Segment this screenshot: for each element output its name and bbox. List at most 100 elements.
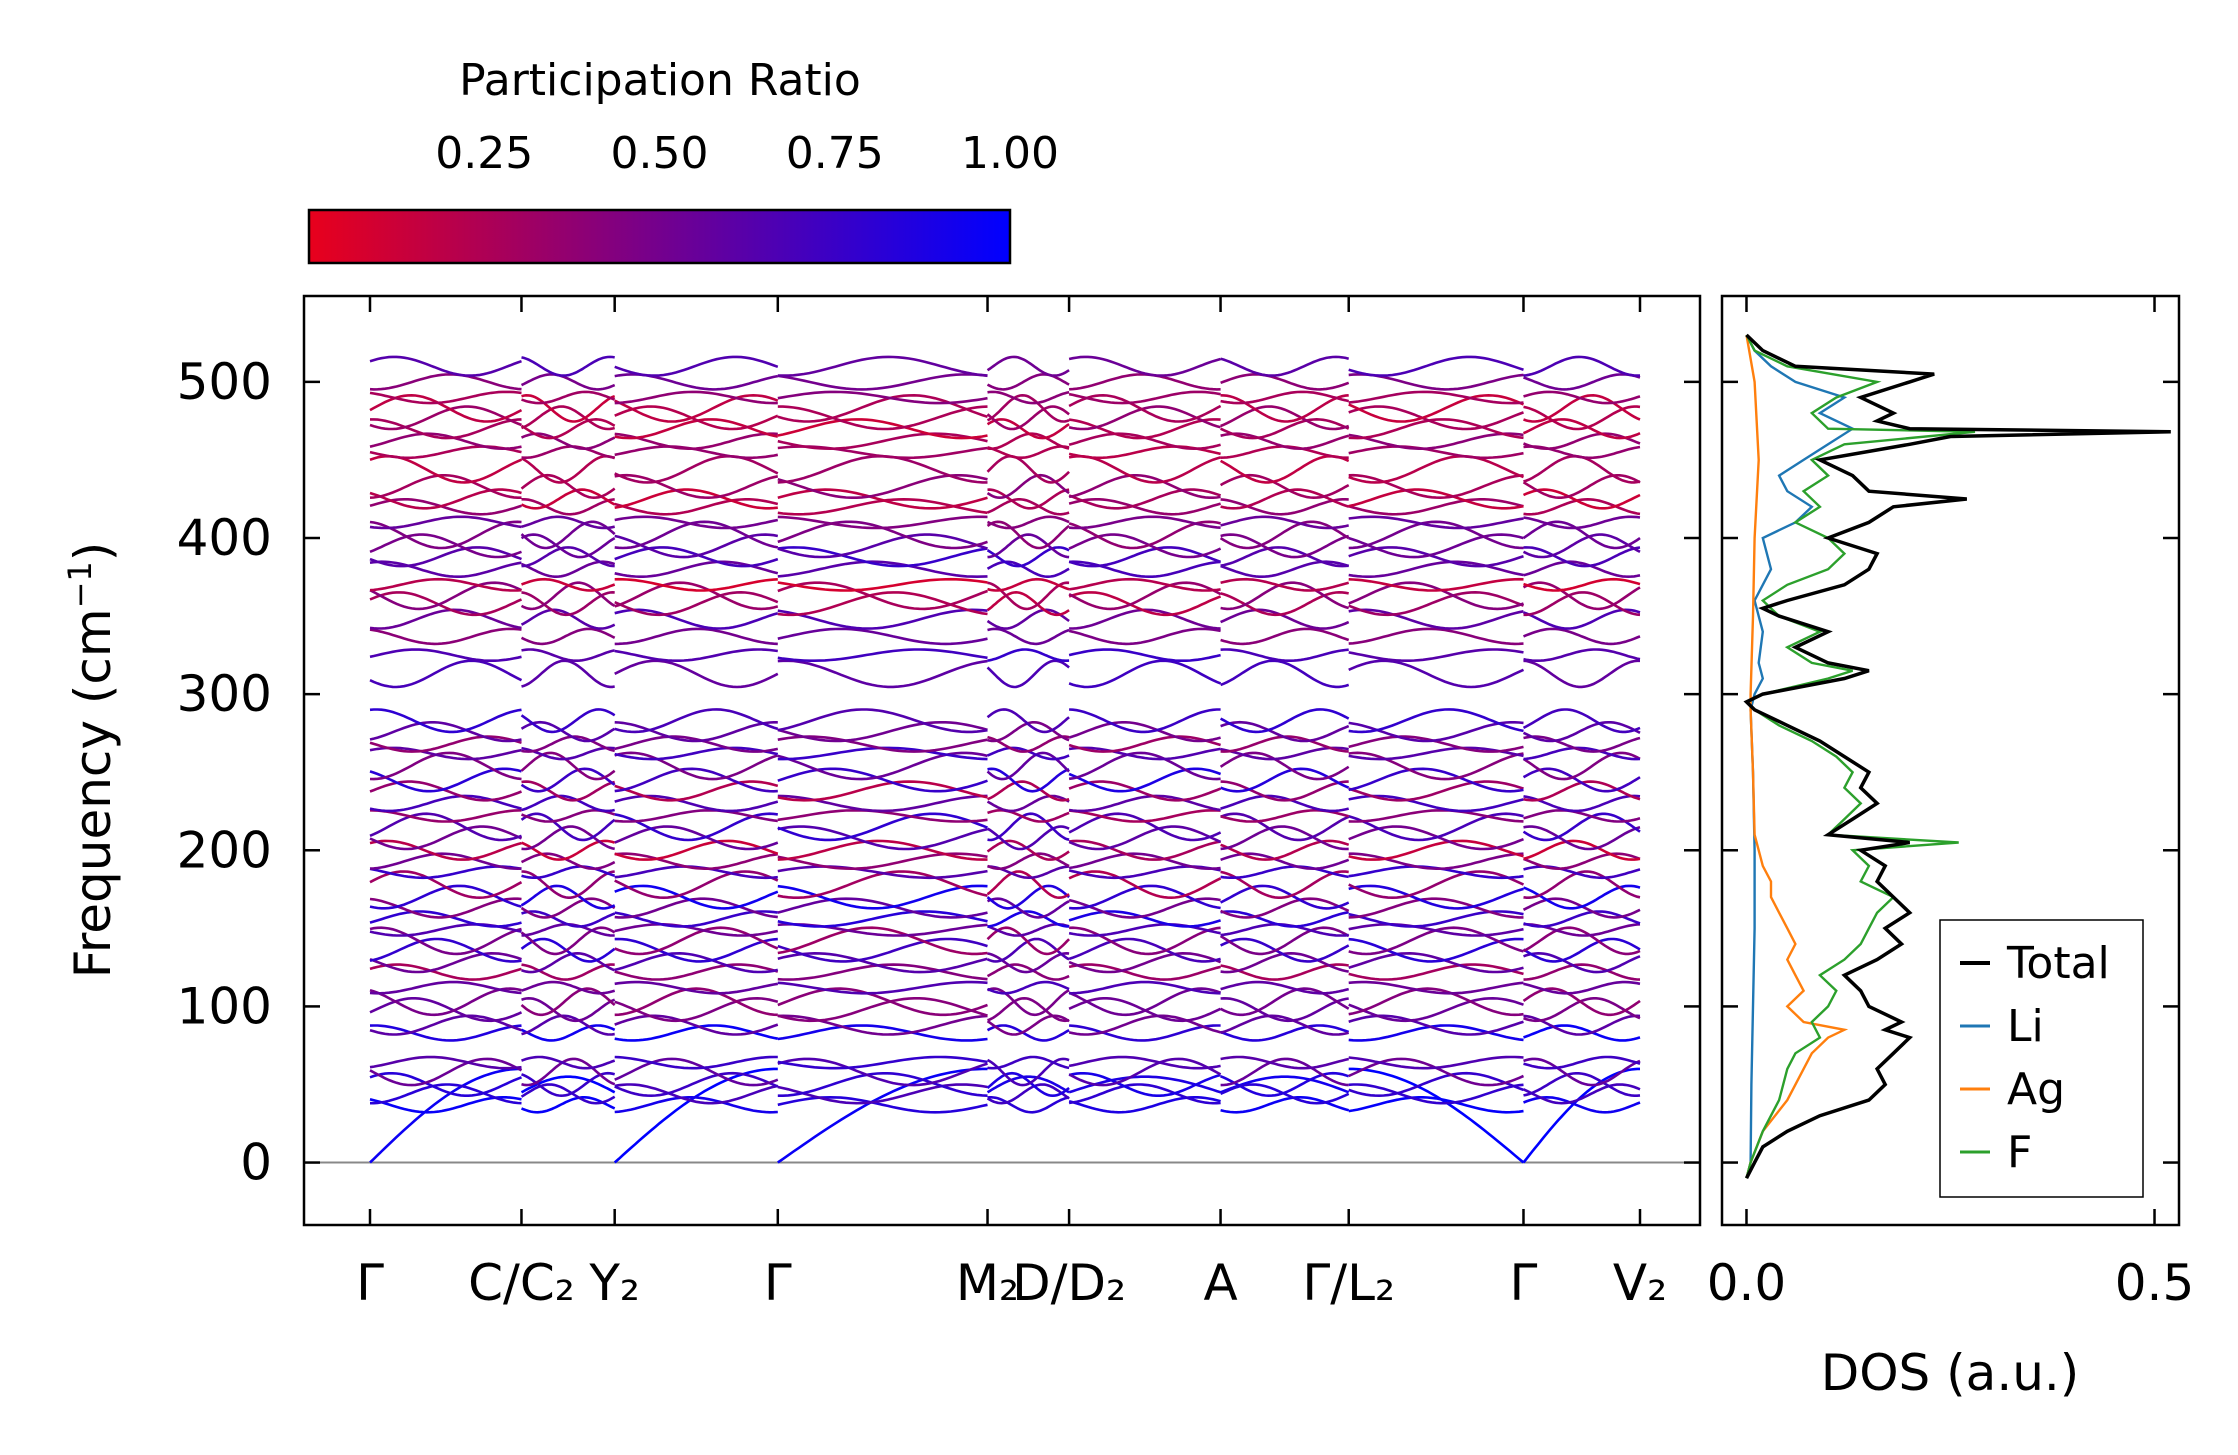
phonon-band [1069, 926, 1221, 956]
phonon-band [1348, 373, 1524, 391]
phonon-band [1068, 591, 1222, 617]
phonon-band [520, 884, 616, 910]
legend-label: Li [2007, 1001, 2044, 1052]
phonon-band [1220, 590, 1349, 617]
phonon-band [1068, 418, 1221, 440]
phonon-band [1522, 474, 1641, 499]
phonon-band [1348, 1071, 1524, 1098]
phonon-band [1219, 708, 1350, 734]
phonon-band [777, 951, 988, 974]
phonon-band [1069, 373, 1221, 391]
phonon-band [1069, 708, 1221, 734]
phonon-band [1220, 910, 1349, 928]
phonon-band [777, 390, 988, 405]
phonon-band [520, 937, 616, 963]
phonon-band [1348, 951, 1524, 974]
phonon-bands [369, 355, 1641, 1164]
phonon-band [1220, 581, 1350, 611]
phonon-band [520, 1083, 616, 1105]
phonon-band [1220, 1014, 1350, 1036]
phonon-band [987, 996, 1070, 1023]
phonon-band [369, 659, 523, 689]
phonon-band [1068, 627, 1221, 646]
colorbar-tick-label: 0.75 [786, 128, 884, 179]
phonon-band [1220, 560, 1350, 578]
phonon-band [987, 735, 1070, 753]
phonon-band [521, 445, 615, 459]
phonon-band [1348, 735, 1524, 753]
phonon-band [777, 659, 988, 689]
phonon-band [1348, 515, 1524, 530]
phonon-band [1348, 1024, 1524, 1042]
phonon-band [987, 923, 1070, 937]
dos-panel: 0.0 0.5 DOS (a.u.) Total Li Ag F [1707, 294, 2194, 1402]
phonon-band [614, 432, 778, 450]
phonon-band [614, 405, 779, 431]
phonon-band [614, 987, 778, 1017]
phonon-band [1522, 533, 1641, 559]
phonon-band [614, 746, 779, 761]
phonon-band [777, 418, 988, 440]
phonon-band [1068, 1024, 1221, 1042]
high-symmetry-label: M₂ [956, 1254, 1019, 1312]
phonon-band [777, 546, 988, 568]
phonon-band [1348, 590, 1524, 617]
phonon-band [521, 393, 616, 423]
phonon-band [1523, 839, 1641, 861]
phonon-band [369, 591, 523, 617]
phonon-band [777, 608, 988, 630]
phonon-band [986, 355, 1070, 377]
phonon-band [777, 432, 988, 451]
phonon-band [520, 812, 616, 842]
phonon-band [614, 577, 778, 592]
phonon-band [520, 1096, 616, 1114]
phonon-band [1348, 390, 1524, 405]
phonon-band [1220, 794, 1350, 813]
phonon-band [777, 708, 988, 734]
phonon-band [369, 980, 522, 995]
phonon-band [777, 393, 988, 423]
phonon-band [1523, 432, 1641, 451]
high-symmetry-label: Γ [1510, 1254, 1538, 1312]
phonon-band [1523, 454, 1641, 484]
phonon-band [521, 865, 616, 879]
phonon-band [777, 648, 988, 662]
phonon-band [1220, 390, 1350, 405]
phonon-band [1068, 355, 1221, 377]
phonon-band [614, 560, 779, 578]
phonon-band [1523, 1024, 1641, 1042]
high-symmetry-label: Γ [764, 1254, 792, 1312]
phonon-band [1348, 897, 1524, 919]
phonon-band [369, 373, 522, 391]
phonon-band [520, 373, 616, 391]
phonon-band [369, 648, 522, 662]
phonon-band [520, 608, 616, 630]
phonon-band [369, 474, 522, 499]
phonon-band [614, 839, 779, 861]
phonon-band [1220, 1055, 1350, 1070]
phonon-band [1523, 659, 1640, 689]
phonon-band [614, 373, 779, 391]
phonon-band [521, 870, 615, 899]
phonon-band [1348, 812, 1524, 842]
phonon-band [1348, 780, 1524, 802]
phonon-band [521, 794, 615, 813]
dos-legend: Total Li Ag F [1939, 919, 2144, 1198]
dos-axis-ticks: 0.0 0.5 [1707, 296, 2194, 1312]
phonon-band [369, 533, 522, 559]
phonon-band [521, 355, 615, 377]
phonon-band [1068, 825, 1222, 851]
phonon-band [1522, 721, 1641, 743]
phonon-band [369, 1057, 523, 1087]
phonon-band [987, 488, 1070, 510]
phonon-band [777, 454, 988, 484]
phonon-band [369, 577, 522, 592]
phonon-band [1068, 852, 1221, 871]
phonon-band [986, 963, 1070, 981]
phonon-band [614, 825, 779, 851]
phonon-band [1522, 767, 1641, 793]
phonon-band [521, 996, 616, 1023]
phonon-band [1348, 746, 1524, 761]
phonon-band [1348, 937, 1524, 963]
phonon-band [1068, 951, 1222, 974]
